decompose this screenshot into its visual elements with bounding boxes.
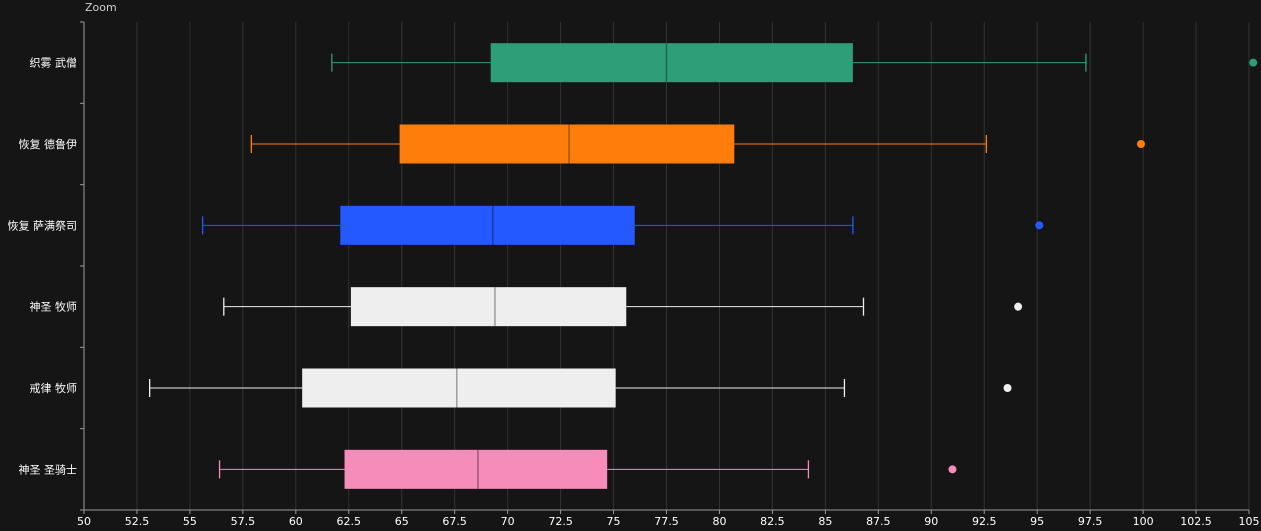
category-label: 恢复 德鲁伊 <box>19 137 78 151</box>
x-tick-label: 85 <box>818 515 832 528</box>
x-tick-label: 70 <box>501 515 515 528</box>
x-tick-label: 92.5 <box>972 515 997 528</box>
x-tick-label: 87.5 <box>866 515 891 528</box>
x-tick-label: 50 <box>77 515 91 528</box>
x-tick-label: 55 <box>183 515 197 528</box>
axis-layer: 50 52.5 55 57.5 60 62.5 65 67.5 70 72.5 75 77.5 80 82… <box>8 21 1260 528</box>
outlier-point <box>1003 384 1012 392</box>
x-tick-label: 105 <box>1239 515 1260 528</box>
box-layer <box>149 43 1258 489</box>
category-label: 恢复 萨满祭司 <box>8 218 78 232</box>
box-series <box>331 43 1258 83</box>
box-iqr <box>399 124 735 164</box>
outlier-point <box>1136 140 1145 148</box>
box-iqr <box>302 368 616 408</box>
x-tick-label: 65 <box>395 515 409 528</box>
x-tick-label: 100 <box>1133 515 1154 528</box>
box-iqr <box>350 287 627 327</box>
category-label: 神圣 圣骑士 <box>19 462 78 476</box>
outlier-point <box>1014 302 1023 311</box>
x-tick-label: 97.5 <box>1078 515 1103 528</box>
x-tick-label: 77.5 <box>654 515 679 528</box>
x-tick-label: 90 <box>924 515 938 528</box>
x-tick-label: 82.5 <box>760 515 785 528</box>
box-series <box>201 205 1044 245</box>
grid-layer <box>136 22 1250 510</box>
box-series <box>223 287 1023 327</box>
box-iqr <box>340 205 635 245</box>
box-series <box>218 449 957 489</box>
category-label: 神圣 牧师 <box>30 300 78 314</box>
x-tick-label: 80 <box>712 515 726 528</box>
zoom-button[interactable]: Zoom <box>85 1 117 14</box>
x-tick-label: 62.5 <box>337 515 362 528</box>
box-series <box>250 124 1145 164</box>
outlier-point <box>1249 58 1258 67</box>
x-tick-label: 75 <box>607 515 621 528</box>
category-label: 戒律 牧师 <box>30 381 78 395</box>
box-iqr <box>490 43 853 83</box>
x-tick-label: 102.5 <box>1180 515 1212 528</box>
box-series <box>149 368 1012 408</box>
x-tick-label: 52.5 <box>125 515 150 528</box>
box-iqr <box>344 449 608 489</box>
outlier-point <box>1035 221 1044 230</box>
x-tick-label: 72.5 <box>548 515 573 528</box>
x-tick-label: 67.5 <box>442 515 467 528</box>
outlier-point <box>948 465 957 474</box>
x-tick-label: 57.5 <box>231 515 256 528</box>
x-tick-label: 95 <box>1030 515 1044 528</box>
category-label: 织雾 武僧 <box>30 57 78 70</box>
x-tick-label: 60 <box>289 515 303 528</box>
